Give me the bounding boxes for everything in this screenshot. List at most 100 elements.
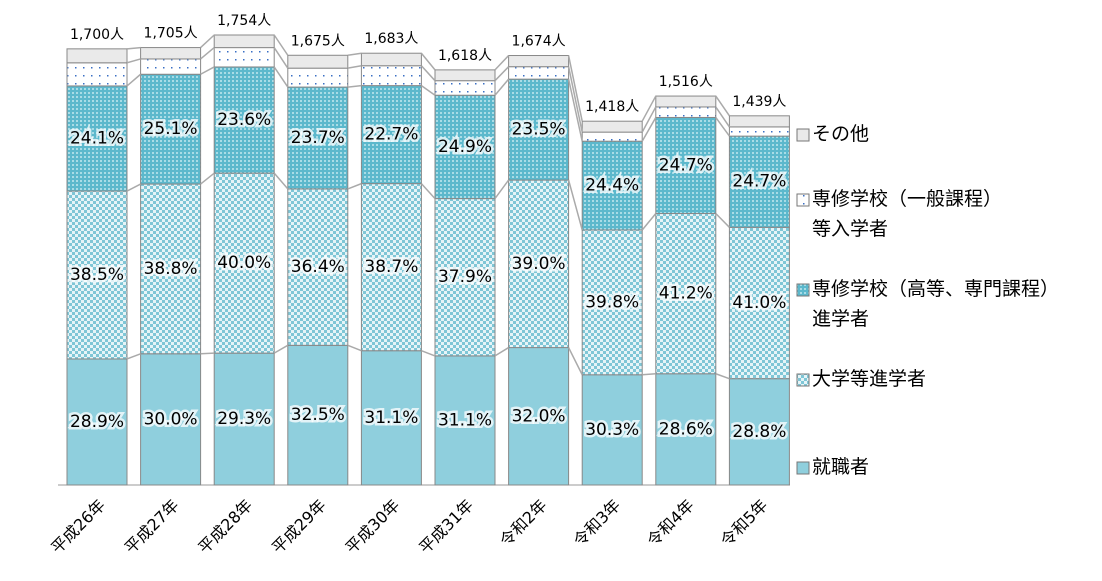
bar-segment (728, 378, 790, 486)
bar-segment (287, 54, 349, 69)
data-label: 24.9% (438, 137, 492, 157)
connector (494, 55, 510, 71)
legend-label: 就職者 (812, 456, 870, 478)
x-tick-label: 令和3年 (570, 496, 625, 551)
legend-swatch (796, 193, 810, 207)
connector (347, 52, 362, 57)
bar-segment (140, 58, 202, 75)
data-label: 38.7% (364, 257, 418, 277)
bar-segment (140, 353, 202, 486)
connector (420, 52, 436, 71)
connector (642, 373, 656, 376)
x-tick-label: 令和2年 (496, 496, 551, 551)
bar-segment (434, 355, 496, 486)
connector (494, 78, 510, 96)
bar-segment (360, 52, 422, 67)
bar-segment (66, 358, 128, 486)
total-label: 1,683人 (364, 31, 418, 47)
total-label: 1,705人 (144, 26, 198, 42)
connector (347, 84, 362, 88)
bar-segment (360, 85, 422, 185)
bar-segment (728, 226, 790, 380)
x-tick-label: 平成27年 (121, 496, 183, 558)
bar-segment (434, 94, 496, 200)
data-label: 24.1% (70, 128, 124, 148)
connector (420, 84, 436, 96)
connector (347, 344, 362, 352)
bar-segment (287, 67, 349, 88)
connector (567, 78, 583, 142)
data-label: 32.5% (291, 405, 345, 425)
connector (200, 352, 215, 355)
connector (126, 58, 141, 64)
connector (641, 117, 657, 142)
data-label: 31.1% (438, 410, 492, 430)
x-tick-label: 令和5年 (717, 496, 772, 551)
x-tick-label: 平成29年 (268, 496, 330, 558)
connector (715, 117, 731, 137)
data-label: 24.7% (732, 172, 786, 192)
bar-segment (508, 179, 570, 349)
legend-swatch (796, 373, 810, 387)
data-label: 41.0% (732, 293, 786, 313)
legend-label: 大学等進学者 (812, 368, 927, 390)
connector (641, 213, 657, 231)
bar-segment (287, 188, 349, 346)
legend-label: 専修学校（高等、専門課程） 進学者 (812, 278, 1060, 330)
x-tick-label: 平成31年 (415, 496, 477, 558)
connector (273, 66, 289, 88)
bar-segment (213, 66, 275, 174)
connector (641, 95, 657, 122)
data-label: 36.4% (291, 257, 345, 277)
bar-segment (508, 55, 570, 68)
legend-label: 専修学校（一般課程） 等入学者 (812, 188, 1003, 240)
data-label: 29.3% (217, 409, 271, 429)
bar-segment (66, 62, 128, 87)
connector (200, 34, 215, 49)
connector (273, 47, 289, 69)
data-label: 23.5% (512, 120, 566, 140)
bar-segment (728, 115, 790, 128)
connector (494, 179, 510, 200)
data-label: 24.4% (585, 176, 639, 196)
data-label: 23.7% (291, 128, 345, 148)
bar-segment (655, 95, 717, 108)
connector (273, 172, 289, 190)
bar-segment (655, 116, 717, 215)
total-label: 1,674人 (512, 34, 566, 50)
data-label: 40.0% (217, 253, 271, 273)
total-label: 1,418人 (585, 99, 639, 115)
connector (347, 182, 362, 190)
data-label: 32.0% (512, 406, 566, 426)
data-label: 39.8% (585, 292, 639, 312)
connector (715, 95, 731, 117)
bar-segment (581, 131, 643, 142)
data-label: 38.5% (70, 265, 124, 285)
connector (420, 183, 436, 200)
data-label: 31.1% (364, 408, 418, 428)
total-label: 1,439人 (732, 94, 786, 110)
bar-segment (508, 66, 570, 80)
bar-segment (728, 126, 790, 137)
data-label: 25.1% (144, 119, 198, 139)
bar-segment (140, 73, 202, 185)
connector (200, 66, 215, 75)
bar-segment (508, 347, 570, 486)
data-label: 38.8% (144, 259, 198, 279)
total-label: 1,516人 (659, 74, 713, 90)
legend-swatch (796, 461, 810, 475)
bar-segment (508, 78, 570, 181)
bar-segment (140, 47, 202, 60)
bar-segment (287, 86, 349, 190)
bar-segment (66, 48, 128, 64)
data-label: 22.7% (364, 125, 418, 145)
bar-segment (213, 34, 275, 49)
bar-segment (581, 140, 643, 231)
connector (126, 183, 141, 192)
bar-segment (213, 172, 275, 354)
connector (494, 346, 509, 357)
legend-swatch (796, 283, 810, 297)
bar-segment (434, 198, 496, 357)
x-tick-label: 平成30年 (342, 496, 404, 558)
